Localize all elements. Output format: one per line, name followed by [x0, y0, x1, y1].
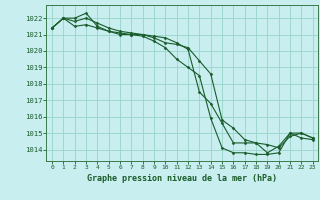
X-axis label: Graphe pression niveau de la mer (hPa): Graphe pression niveau de la mer (hPa)	[87, 174, 277, 183]
